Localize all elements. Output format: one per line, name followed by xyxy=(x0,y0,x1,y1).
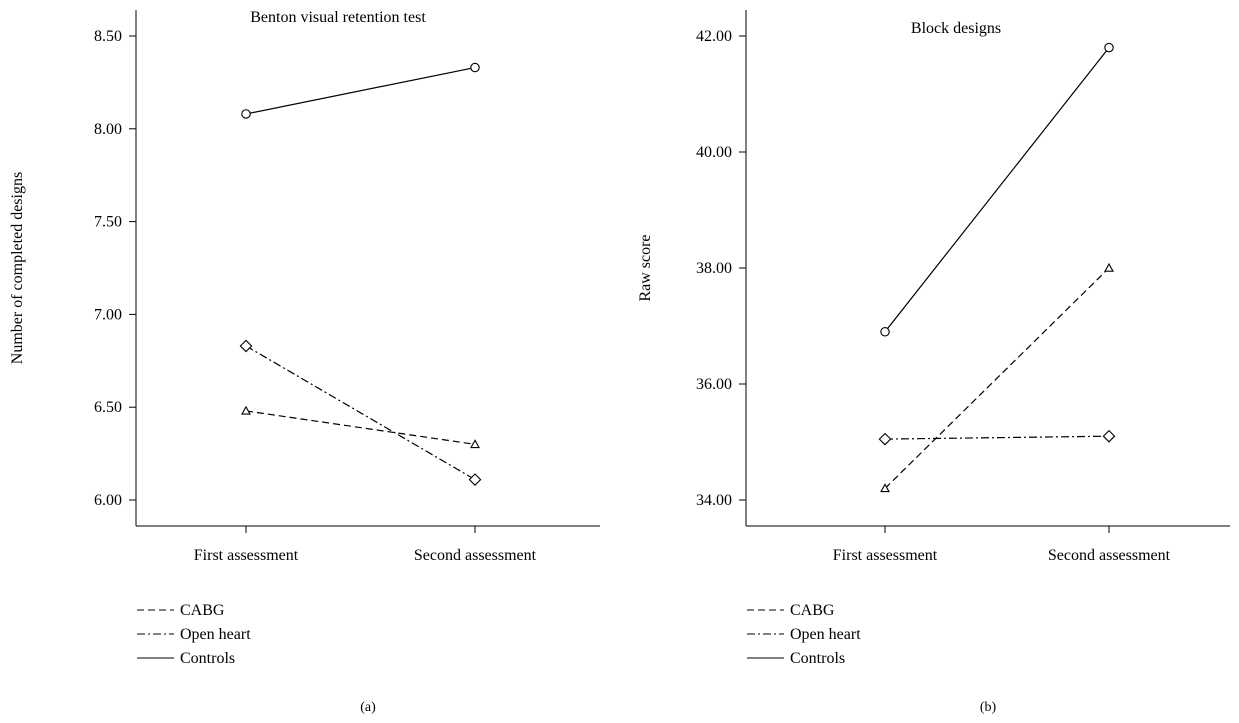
data-point-circle xyxy=(470,62,480,73)
legend: CABG Open heart Controls xyxy=(747,602,861,667)
y-tick-label: 42.00 xyxy=(696,28,732,45)
panel-label: (a) xyxy=(360,700,376,715)
data-point-triangle xyxy=(880,483,890,493)
chart-panel-a: 6.00 6.50 7.00 7.50 8.00 8.50 First assessment… xyxy=(9,9,600,715)
legend-label: Controls xyxy=(790,650,845,667)
y-tick-label: 8.50 xyxy=(94,28,122,45)
x-tick-label: Second assessment xyxy=(414,547,537,564)
legend-label: Open heart xyxy=(790,626,861,643)
y-tick-label: 34.00 xyxy=(696,492,732,509)
data-point-diamond xyxy=(878,432,892,446)
legend-label: CABG xyxy=(180,602,225,619)
legend-label: CABG xyxy=(790,602,835,619)
data-point-triangle xyxy=(470,439,480,449)
chart-title: Benton visual retention test xyxy=(250,9,426,26)
data-point-diamond xyxy=(239,339,253,353)
y-tick-label: 38.00 xyxy=(696,260,732,277)
y-tick-label: 8.00 xyxy=(94,121,122,138)
chart-title: Block designs xyxy=(911,20,1001,37)
legend-label: Controls xyxy=(180,650,235,667)
series-line-controls xyxy=(245,66,476,115)
data-point-diamond xyxy=(1102,429,1116,443)
x-tick-label: Second assessment xyxy=(1048,547,1171,564)
legend: CABG Open heart Controls xyxy=(137,602,251,667)
series-line-open-heart xyxy=(245,345,476,481)
series-line-controls xyxy=(884,47,1110,333)
data-point-circle xyxy=(1104,42,1114,53)
data-point-circle xyxy=(880,327,890,337)
chart-panel-b: 34.00 36.00 38.00 40.00 42.00 First assessmen… xyxy=(637,10,1230,715)
series-line-open-heart xyxy=(884,435,1110,440)
panel-label: (b) xyxy=(980,700,997,715)
y-axis-label: Raw score xyxy=(637,234,654,301)
series-line-cabg xyxy=(245,410,476,445)
data-point-circle xyxy=(241,109,251,119)
y-axis-label: Number of completed designs xyxy=(9,172,26,364)
y-tick-label: 7.00 xyxy=(94,306,122,323)
y-tick-label: 6.50 xyxy=(94,399,122,416)
x-tick-label: First assessment xyxy=(833,547,938,564)
series-line-cabg xyxy=(884,267,1110,489)
y-tick-label: 6.00 xyxy=(94,492,122,509)
y-tick-label: 7.50 xyxy=(94,214,122,231)
y-tick-label: 36.00 xyxy=(696,376,732,393)
data-point-triangle xyxy=(1104,262,1114,272)
x-tick-label: First assessment xyxy=(194,547,299,564)
legend-label: Open heart xyxy=(180,626,251,643)
data-point-diamond xyxy=(468,473,482,486)
data-point-triangle xyxy=(241,405,251,415)
y-tick-label: 40.00 xyxy=(696,144,732,161)
